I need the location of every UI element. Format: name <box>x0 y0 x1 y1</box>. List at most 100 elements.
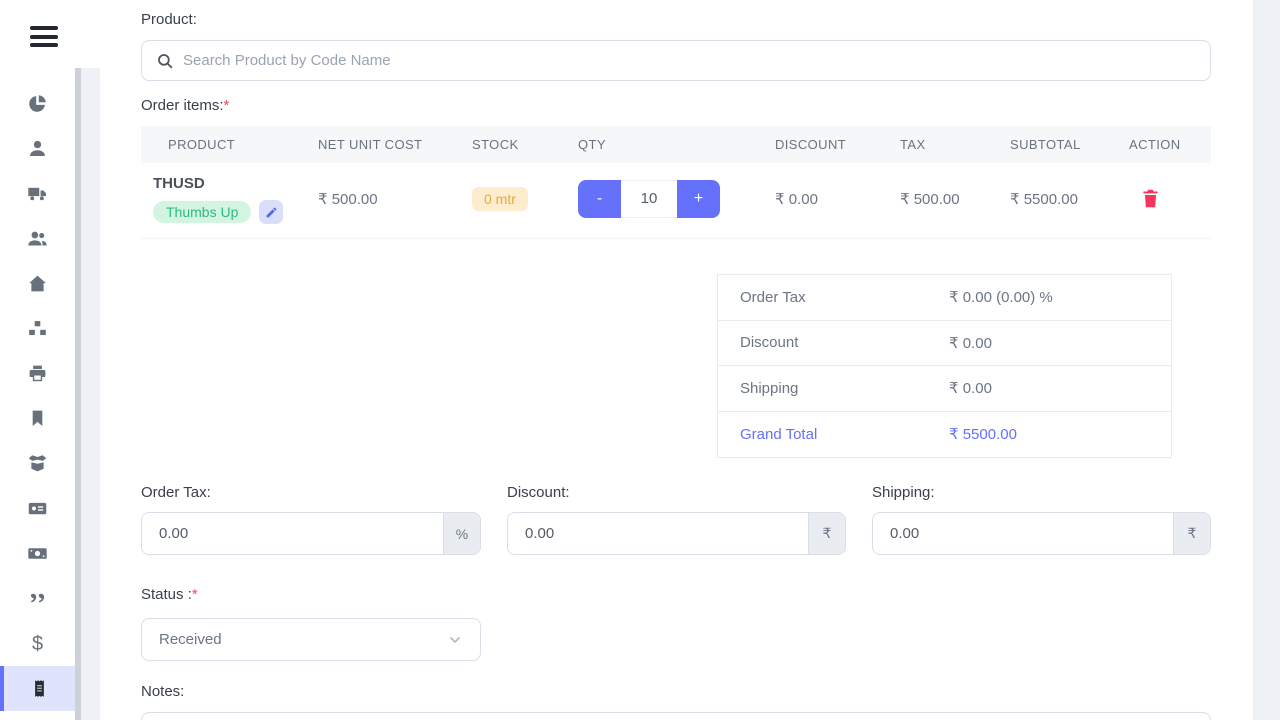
order-summary-table: Order Tax ₹ 0.00 (0.00) % Discount ₹ 0.0… <box>717 274 1172 458</box>
home-icon <box>29 275 46 292</box>
search-icon <box>158 53 173 68</box>
sidebar-item-people[interactable] <box>0 216 75 261</box>
col-qty: QTY <box>578 137 606 152</box>
sidebar-item-cash[interactable] <box>0 531 75 576</box>
truck-icon <box>28 187 46 201</box>
product-label: Product: <box>141 11 197 28</box>
order-tax-label: Order Tax: <box>141 484 211 501</box>
summary-order-tax-row: Order Tax ₹ 0.00 (0.00) % <box>718 275 1171 321</box>
sidebar-item-billing[interactable] <box>0 486 75 531</box>
stock-cell: 0 mtr <box>472 173 578 224</box>
discount-group: ₹ <box>507 512 846 555</box>
qty-decrease-button[interactable]: - <box>578 179 621 218</box>
trash-icon <box>1143 189 1158 208</box>
delete-item-button[interactable] <box>1141 188 1160 209</box>
chevron-down-icon <box>450 636 460 643</box>
product-code: THUSD <box>153 175 205 192</box>
sidebar-item-home[interactable] <box>0 261 75 306</box>
col-action: ACTION <box>1129 137 1181 152</box>
sidebar-item-expense[interactable]: $ <box>0 621 75 666</box>
sidebar-item-quotations[interactable] <box>0 576 75 621</box>
summary-value: ₹ 0.00 <box>949 334 992 352</box>
net-unit-cost-value: ₹ 500.00 <box>318 190 378 208</box>
users-icon <box>28 231 47 246</box>
dollar-icon: $ <box>31 632 44 655</box>
pencil-icon <box>266 207 277 217</box>
pie-chart-icon <box>29 95 46 112</box>
shipping-group: ₹ <box>872 512 1211 555</box>
order-item-row: THUSD Thumbs Up ₹ 500.00 0 mtr - <box>141 163 1211 239</box>
sidebar-item-shipping[interactable] <box>0 171 75 216</box>
summary-label: Discount <box>740 334 799 352</box>
order-items-table: PRODUCT NET UNIT COST STOCK QTY DISCOUNT… <box>141 126 1211 239</box>
rupee-addon: ₹ <box>1173 513 1210 554</box>
summary-grand-total-row: Grand Total ₹ 5500.00 <box>718 412 1171 458</box>
sidebar-scrollbar[interactable] <box>75 68 81 720</box>
package-open-icon <box>28 455 47 472</box>
sidebar-item-inventory[interactable] <box>0 441 75 486</box>
col-discount: DISCOUNT <box>775 137 847 152</box>
action-cell <box>1129 173 1211 224</box>
discount-input[interactable] <box>508 513 808 554</box>
user-icon <box>30 140 45 156</box>
subtotal-value: ₹ 5500.00 <box>1010 190 1078 208</box>
qty-input[interactable] <box>621 179 677 218</box>
sidebar-item-purchase-active[interactable] <box>0 666 75 711</box>
grand-total-label: Grand Total <box>740 425 818 443</box>
col-subtotal: SUBTOTAL <box>1010 137 1081 152</box>
summary-value: ₹ 0.00 <box>949 380 992 398</box>
summary-value: ₹ 0.00 (0.00) % <box>949 289 1053 307</box>
order-tax-input[interactable] <box>142 513 443 554</box>
printer-icon <box>29 365 46 382</box>
product-name-badge: Thumbs Up <box>153 201 252 223</box>
sidebar-item-print[interactable] <box>0 351 75 396</box>
sidebar-item-products[interactable] <box>0 306 75 351</box>
hamburger-icon <box>30 26 58 30</box>
percent-addon: % <box>443 513 480 554</box>
cash-icon <box>28 548 47 559</box>
product-search <box>141 40 1211 81</box>
tax-value: ₹ 500.00 <box>900 190 960 208</box>
bookmark-icon <box>32 410 43 426</box>
hamburger-menu-button[interactable] <box>30 26 58 48</box>
sidebar-nav: $ <box>0 81 75 711</box>
status-selected-value: Received <box>159 631 222 648</box>
qty-increase-button[interactable]: + <box>677 179 720 218</box>
status-select[interactable]: Received <box>141 618 481 661</box>
edit-product-button[interactable] <box>259 200 284 224</box>
billing-card-icon <box>28 502 47 515</box>
rupee-addon: ₹ <box>808 513 845 554</box>
shipping-input[interactable] <box>873 513 1173 554</box>
qty-cell: - + <box>578 173 775 224</box>
col-stock: STOCK <box>472 137 519 152</box>
search-input[interactable] <box>183 52 1196 69</box>
qty-stepper: - + <box>578 179 720 218</box>
status-label: Status :* <box>141 586 198 603</box>
product-cell: THUSD Thumbs Up <box>141 173 318 224</box>
order-items-header-row: PRODUCT NET UNIT COST STOCK QTY DISCOUNT… <box>141 126 1211 163</box>
discount-label: Discount: <box>507 484 570 501</box>
sidebar: $ <box>0 0 75 720</box>
sidebar-item-dashboard[interactable] <box>0 81 75 126</box>
notes-label: Notes: <box>141 683 185 700</box>
sidebar-item-brands[interactable] <box>0 396 75 441</box>
sidebar-item-user[interactable] <box>0 126 75 171</box>
notes-textarea[interactable] <box>141 712 1211 720</box>
quotes-icon <box>30 593 45 603</box>
discount-value: ₹ 0.00 <box>775 190 818 208</box>
summary-label: Order Tax <box>740 288 806 306</box>
summary-discount-row: Discount ₹ 0.00 <box>718 321 1171 366</box>
col-tax: TAX <box>900 137 926 152</box>
stock-badge: 0 mtr <box>472 186 528 211</box>
col-net-unit-cost: NET UNIT COST <box>318 137 423 152</box>
order-items-label: Order items:* <box>141 97 230 114</box>
order-tax-group: % <box>141 512 481 555</box>
receipt-icon <box>35 680 44 697</box>
boxes-icon <box>29 321 46 336</box>
col-product: PRODUCT <box>168 137 236 152</box>
shipping-label: Shipping: <box>872 484 935 501</box>
summary-shipping-row: Shipping ₹ 0.00 <box>718 366 1171 412</box>
grand-total-value: ₹ 5500.00 <box>949 426 1017 444</box>
summary-label: Shipping <box>740 379 799 397</box>
